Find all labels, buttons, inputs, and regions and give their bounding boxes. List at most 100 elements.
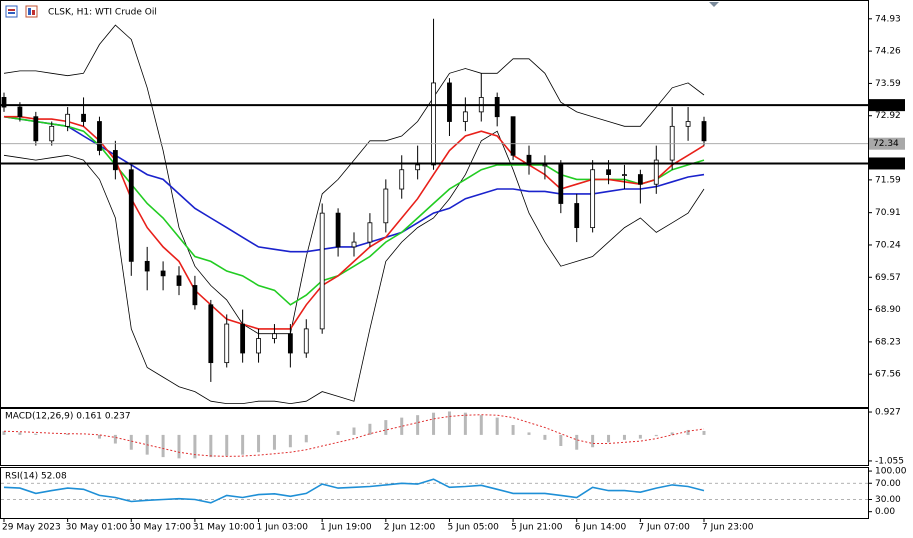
candle-body [81,113,86,122]
candle-body [287,333,293,354]
x-tick-label: 1 Jun 03:00 [257,523,309,533]
indicator-line [3,130,705,405]
y-tick-label: 70.00 [875,479,901,489]
candle-body [128,169,134,262]
candle-body [462,111,468,122]
candle-body [399,169,405,190]
level-box [869,157,905,170]
x-tick-label: 30 May 17:00 [129,523,191,533]
candle-body [240,323,246,354]
level-box [869,99,905,112]
y-tick-label: 0.00 [875,507,895,517]
candle-body [49,125,55,142]
panel-frames [0,0,869,519]
x-tick-label: 30 May 01:00 [66,523,128,533]
candle-body [622,174,627,176]
candle-body [192,285,198,306]
last-price-box [869,137,905,150]
candle-body [97,121,102,151]
candle-body [637,174,643,185]
rsi-title: RSI(14) 52.08 [5,472,67,482]
y-tick-label: 74.26 [875,47,901,57]
candle-body [590,169,596,229]
candle-body [335,212,341,248]
x-tick-label: 7 Jun 23:00 [702,523,754,533]
candle-body [319,212,325,330]
icon [32,10,35,15]
y-tick-label: 68.23 [875,337,901,347]
icon [8,12,15,14]
x-tick-label: 1 Jun 19:00 [320,523,372,533]
candle-body [65,113,71,127]
y-tick-label: 100.00 [875,467,907,477]
candle-body [701,121,707,142]
y-tick-label: 0.927 [875,408,901,418]
indicator-line [3,24,705,335]
candle-body [431,82,436,166]
candle-body [1,97,7,108]
rsi-frame [0,467,869,519]
indicator-line [3,478,705,504]
x-tick-label: 7 Jun 07:00 [638,523,690,533]
candle-body [272,333,277,339]
indicator-line [4,115,705,330]
icon [28,8,31,15]
last-price-label: 72.34 [873,139,899,149]
candle-body [685,121,691,127]
indicator-line [3,414,705,457]
icon [25,5,38,18]
candle-body [447,82,452,122]
candle-body [144,260,150,272]
y-tick-label: 68.90 [875,305,901,315]
candle-body [669,125,675,161]
candle-body [526,154,532,166]
candle-body [510,116,516,156]
candle-body [17,106,23,118]
candle-body [208,304,214,364]
candle-body [574,203,580,229]
candle-body [558,164,564,204]
y-tick-label: 73.59 [875,79,901,89]
y-tick-label: 71.59 [875,175,901,185]
y-tick-label: 70.91 [875,208,901,218]
icon [5,5,18,18]
x-tick-label: 29 May 2023 [2,523,61,533]
candle-body [542,164,548,167]
main-frame [0,0,869,408]
candle-body [351,241,357,248]
x-tick-label: 31 May 10:00 [193,523,255,533]
chart-title: CLSK, H1: WTI Crude Oil [48,8,157,18]
y-tick-label: 30.00 [875,495,901,505]
macd-title: MACD(12,26,9) 0.161 0.237 [5,412,131,422]
title-icons [5,5,38,18]
y-tick-label: -1.055 [875,456,904,466]
candle-body [653,159,659,185]
candle-body [176,275,182,286]
candle-body [160,270,166,277]
y-tick-label: 74.93 [875,14,901,24]
y-tick-label: 67.56 [875,370,901,380]
candle-body [383,188,389,224]
x-tick-label: 5 Jun 21:00 [511,523,563,533]
x-tick-label: 6 Jun 14:00 [575,523,627,533]
y-tick-label: 70.24 [875,240,901,250]
candle-body [112,150,118,171]
macd-frame [0,408,869,466]
candle-body [256,338,261,354]
icon [8,9,15,11]
candle-body [415,164,421,171]
shift-marker [709,2,719,7]
candle-body [606,169,611,175]
candle-body [33,116,39,142]
candle-body [303,328,309,354]
x-tick-label: 2 Jun 12:00 [384,523,436,533]
candle-body [224,323,230,364]
level-label: 71.93 [873,159,899,169]
x-tick-label: 5 Jun 05:00 [447,523,499,533]
level-label: 73.14 [873,101,899,111]
y-tick-label: 72.92 [875,111,901,121]
candle-body [494,97,500,118]
candle-body [367,222,373,243]
